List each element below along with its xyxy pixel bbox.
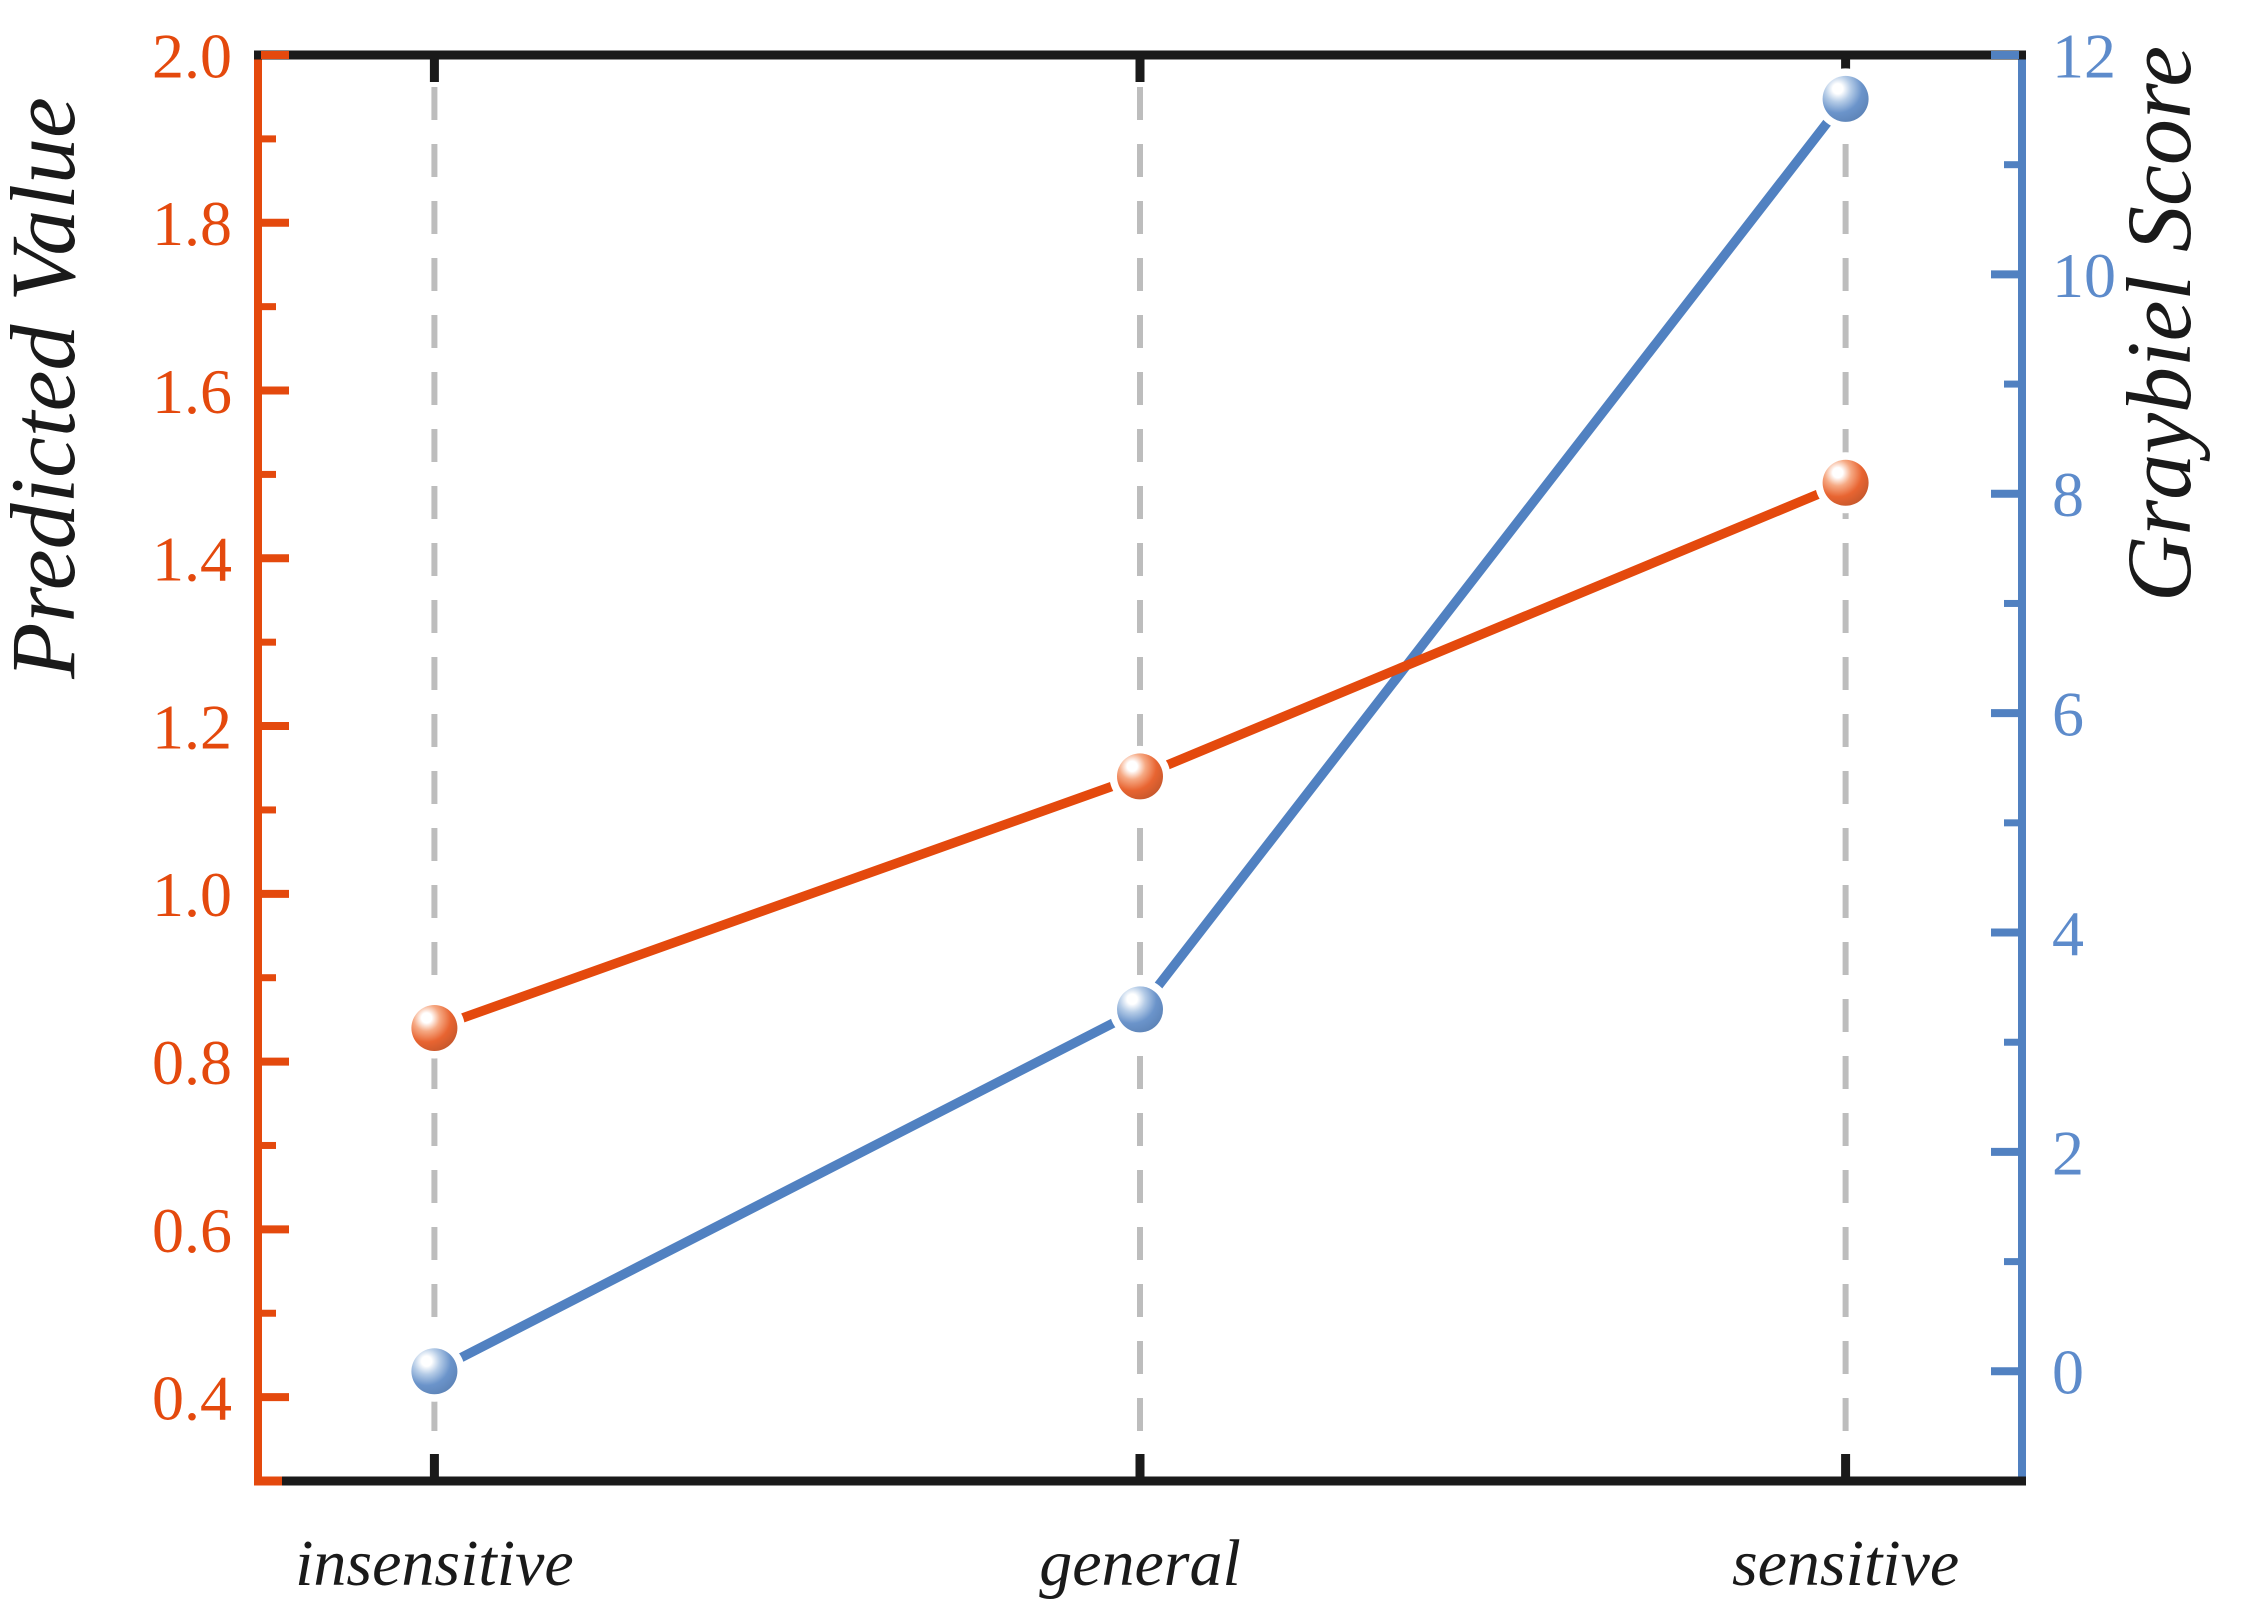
chart-generated-content: 2.0 1.8 1.6 1.4 1.2 1.0 0.8 0.6 0.4 12 10 8 6 4 2 0 inse… <box>152 20 2116 1600</box>
left-axis-tick-label: 2.0 <box>152 20 232 91</box>
x-axis-category-label-general: general <box>1039 1527 1241 1600</box>
left-axis-tick-label: 0.6 <box>152 1195 232 1266</box>
x-axis-category-label-sensitive: sensitive <box>1732 1527 1959 1600</box>
right-axis-tick-label: 4 <box>2052 898 2084 969</box>
data-point-predicted-value-general <box>1117 753 1163 800</box>
data-point-graybiel-score-general <box>1117 986 1163 1033</box>
left-axis-tick-label: 1.6 <box>152 356 232 427</box>
left-axis-tick-label: 1.2 <box>152 691 232 762</box>
x-axis-category-label-insensitive: insensitive <box>295 1527 574 1600</box>
left-axis-tick-label: 1.0 <box>152 859 232 930</box>
left-axis-title: Predicted Value <box>0 97 94 680</box>
right-axis-tick-label: 10 <box>2052 240 2116 311</box>
right-axis-tick-label: 12 <box>2052 20 2116 91</box>
data-point-graybiel-score-sensitive <box>1822 75 1869 122</box>
data-point-graybiel-score-insensitive <box>411 1348 458 1395</box>
right-axis-tick-label: 2 <box>2052 1117 2084 1188</box>
left-axis-tick-label: 0.8 <box>152 1027 232 1098</box>
right-axis-tick-label: 6 <box>2052 679 2084 750</box>
data-point-predicted-value-sensitive <box>1822 459 1869 506</box>
right-axis-tick-label: 0 <box>2052 1337 2084 1408</box>
right-axis-title: Graybiel Score <box>2108 46 2210 602</box>
right-axis-tick-label: 8 <box>2052 459 2084 530</box>
left-axis-tick-label: 1.4 <box>152 524 232 595</box>
data-point-predicted-value-insensitive <box>411 1005 458 1052</box>
left-axis-tick-label: 1.8 <box>152 188 232 259</box>
left-axis-tick-label: 0.4 <box>152 1363 232 1434</box>
